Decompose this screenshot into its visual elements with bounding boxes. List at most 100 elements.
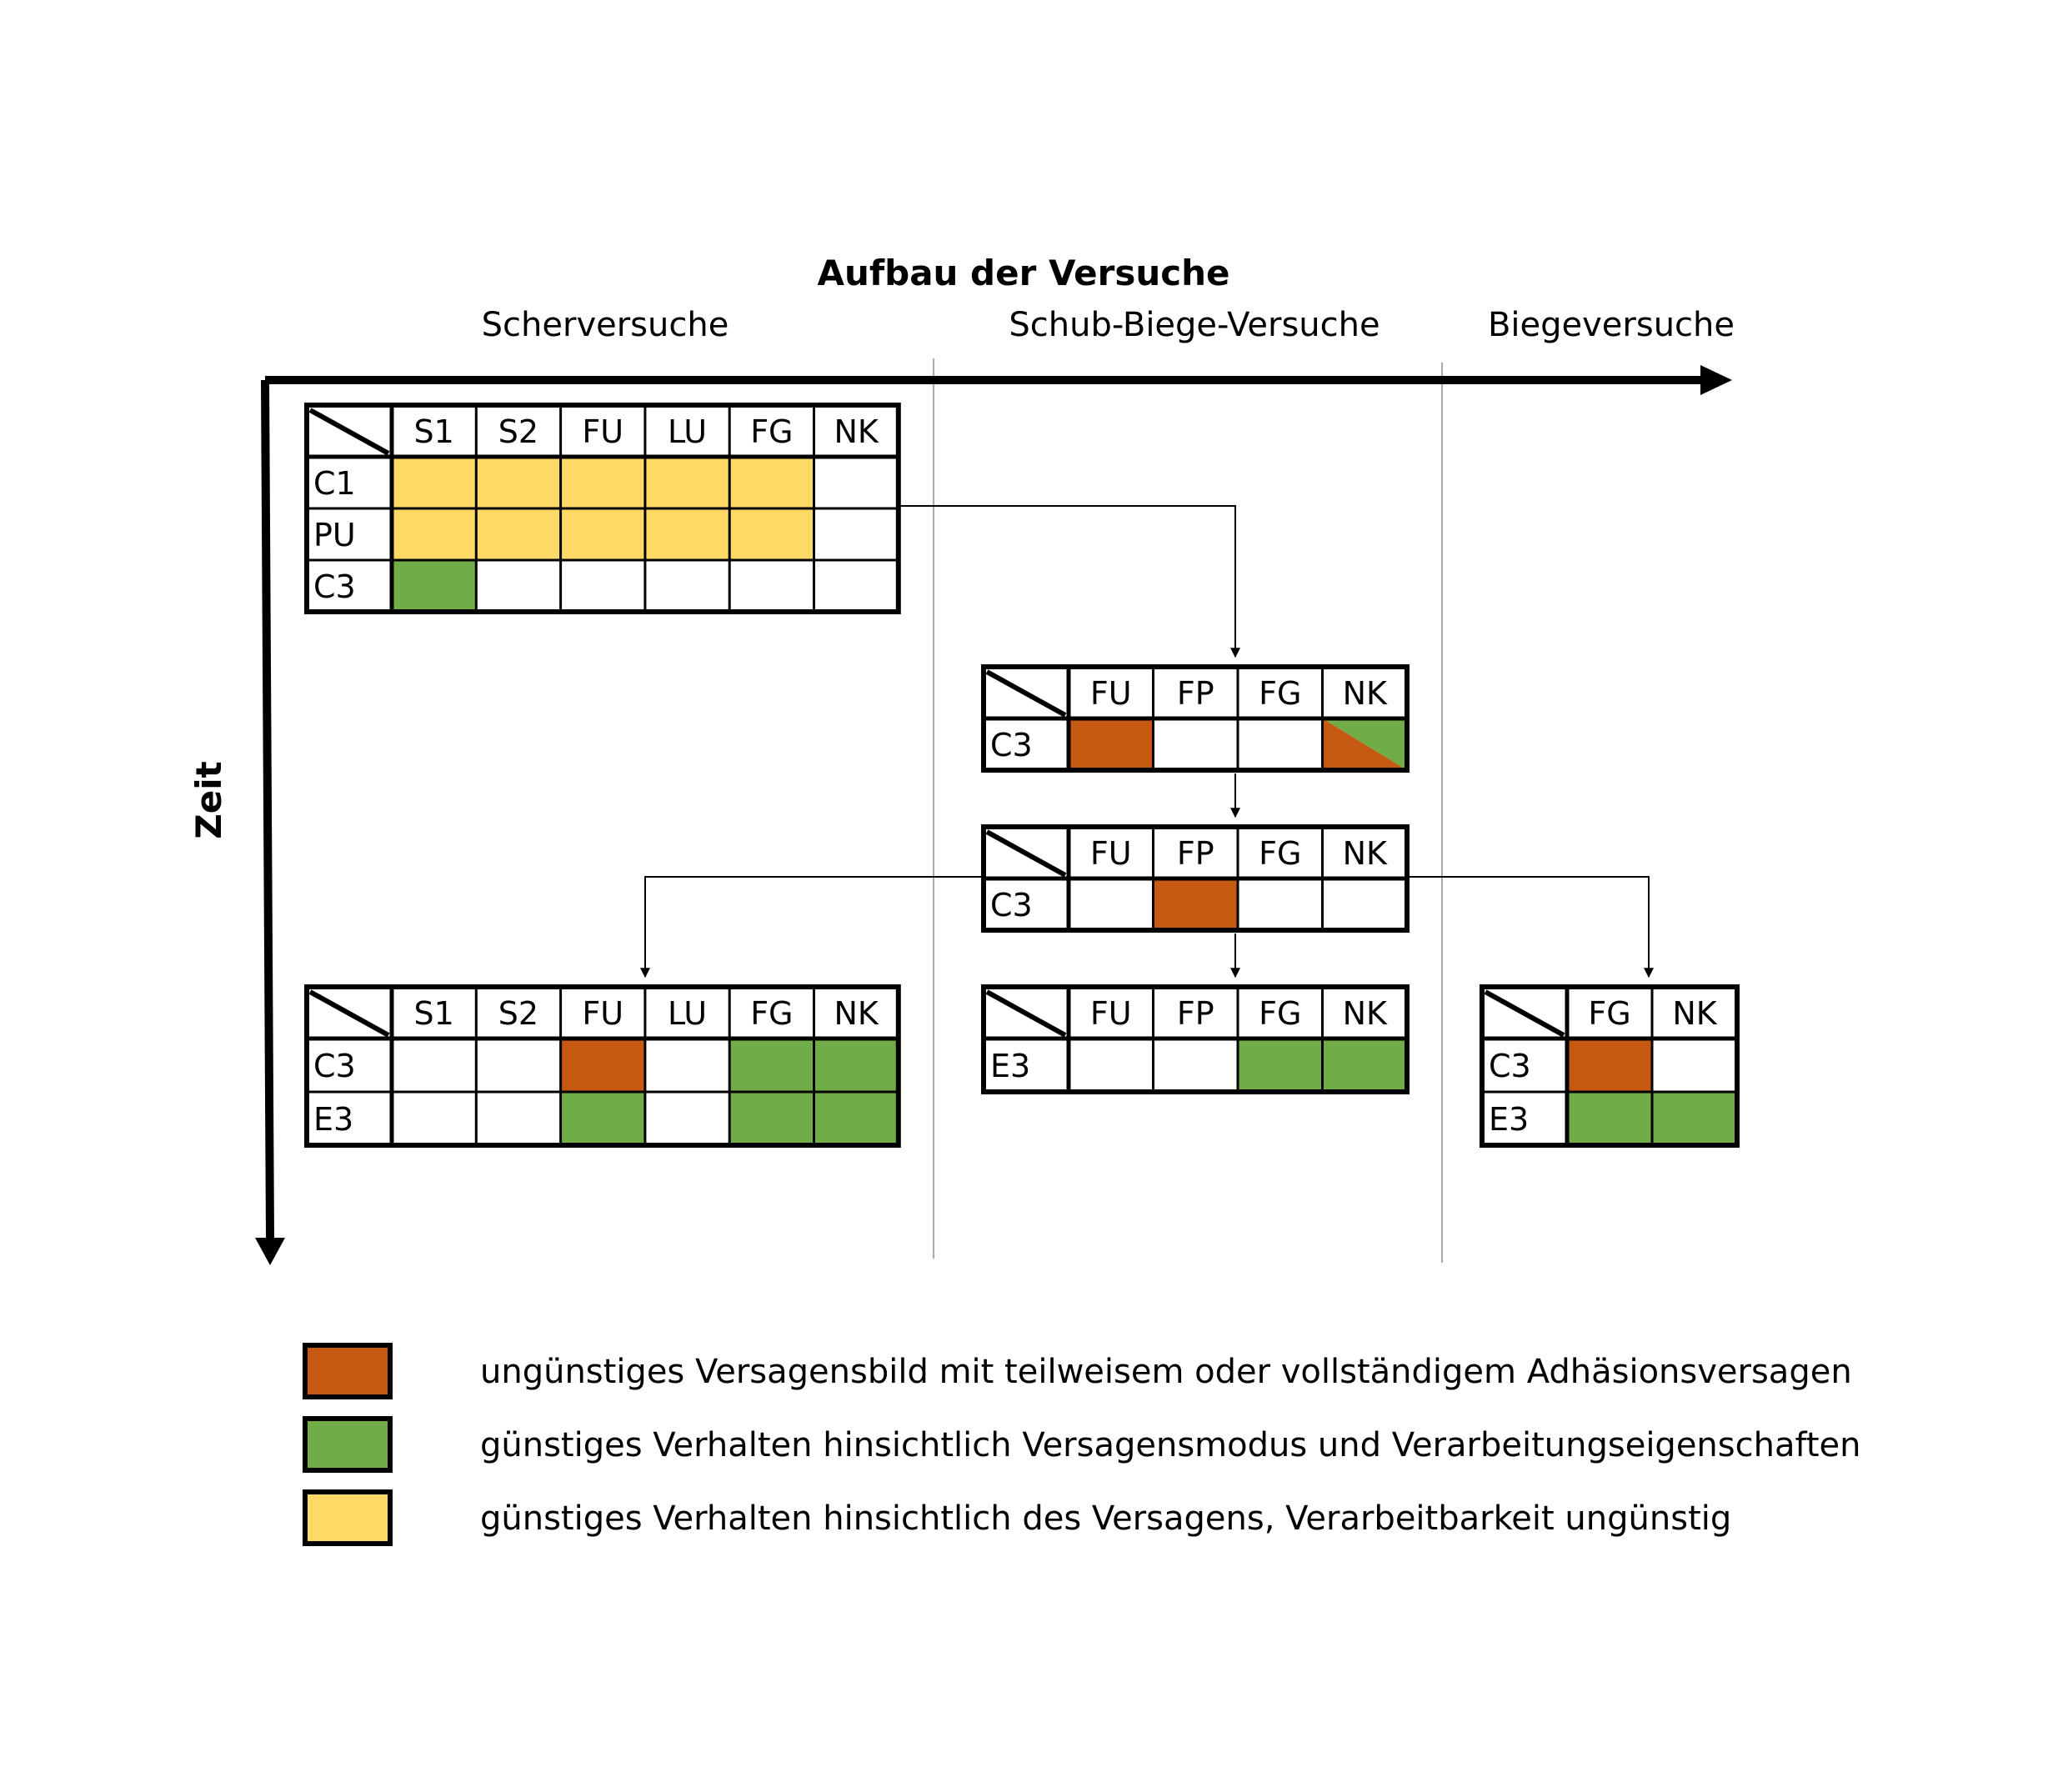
- legend-swatch-yellow: [303, 1489, 393, 1546]
- cell-split-orange: [1322, 718, 1407, 770]
- column-header-fp: FP: [1177, 675, 1214, 712]
- cell-PU-LU: [644, 508, 730, 560]
- cell-E3-NK: [814, 1092, 899, 1145]
- column-header-s1: S1: [413, 413, 453, 450]
- section-label-shear-bending: Schub-Biege-Versuche: [1009, 306, 1380, 344]
- column-header-nk: NK: [1343, 995, 1388, 1032]
- cell-C3-LU: [644, 560, 730, 612]
- column-header-fg: FG: [1259, 835, 1301, 872]
- legend-item: günstiges Verhalten hinsichtlich des Ver…: [303, 1489, 1731, 1546]
- column-header-fu: FU: [1090, 995, 1132, 1032]
- shear-table-2: S1 S2 FU LU FG NK C3 E3: [304, 984, 901, 1148]
- cell-E3-LU: [644, 1092, 730, 1145]
- corner-diagonal: [985, 989, 1067, 1038]
- cell-C1-NK: [814, 457, 899, 508]
- corner-diagonal: [985, 669, 1067, 718]
- cell-C3-NK: [814, 1039, 899, 1092]
- diagram-title: Aufbau der Versuche: [817, 253, 1229, 293]
- cell-C3-NK: [814, 560, 899, 612]
- cell-E3-FG: [1567, 1092, 1652, 1145]
- column-header-s2: S2: [498, 995, 538, 1032]
- column-header-lu: LU: [668, 995, 707, 1032]
- cell-C1-S2: [476, 457, 561, 508]
- cell-C3-S2: [476, 560, 561, 612]
- row-label-e3: E3: [313, 1101, 353, 1138]
- row-label-c3: C3: [990, 887, 1033, 924]
- column-header-fg: FG: [1588, 995, 1630, 1032]
- column-header-fu: FU: [1090, 675, 1132, 712]
- cell-C1-LU: [644, 457, 730, 508]
- row-label-c3: C3: [313, 1048, 356, 1084]
- connectors: [640, 505, 1654, 979]
- column-header-fu: FU: [582, 413, 623, 450]
- corner-diagonal: [1484, 989, 1565, 1038]
- cell-C1-FG: [729, 457, 814, 508]
- connector-sb2-to-bending: [1405, 876, 1654, 979]
- row-label-c3: C3: [313, 568, 356, 605]
- cell-C3-FP: [1153, 878, 1238, 930]
- row-label-c3: C3: [990, 727, 1033, 763]
- corner-diagonal: [308, 408, 390, 456]
- cell-E3-NK: [1652, 1092, 1737, 1145]
- column-header-nk: NK: [834, 413, 879, 450]
- corner-diagonal: [308, 989, 390, 1038]
- cell-E3-FU: [1069, 1039, 1154, 1092]
- cell-C3-FG: [1238, 718, 1323, 770]
- legend-swatch-green: [303, 1416, 393, 1473]
- vertical-axis-arrowhead: [255, 1238, 285, 1265]
- column-header-fu: FU: [1090, 835, 1132, 872]
- cell-PU-S1: [392, 508, 477, 560]
- column-header-nk: NK: [1343, 675, 1388, 712]
- column-header-fg: FG: [1259, 675, 1301, 712]
- cell-C3-FP: [1153, 718, 1238, 770]
- cell-E3-FP: [1153, 1039, 1238, 1092]
- cell-E3-S2: [476, 1092, 561, 1145]
- row-label-e3: E3: [990, 1048, 1030, 1084]
- column-header-s1: S1: [413, 995, 453, 1032]
- cell-PU-NK: [814, 508, 899, 560]
- cell-E3-FG: [729, 1092, 814, 1145]
- cell-PU-S2: [476, 508, 561, 560]
- row-label-e3: E3: [1489, 1101, 1529, 1138]
- cell-C1-S1: [392, 457, 477, 508]
- legend-text: günstiges Verhalten hinsichtlich des Ver…: [480, 1499, 1731, 1538]
- cell-C3-LU: [644, 1039, 730, 1092]
- legend: ungünstiges Versagensbild mit teilweisem…: [303, 1343, 1861, 1546]
- table-border: [981, 824, 1410, 933]
- table-border: [981, 664, 1410, 773]
- cell-C3-FU: [1069, 878, 1154, 930]
- column-header-fg: FG: [750, 413, 793, 450]
- cell-C3-NK: [1322, 878, 1407, 930]
- column-header-nk: NK: [1672, 995, 1717, 1032]
- cell-split-NK: [1322, 718, 1407, 770]
- cell-C3-S1: [392, 1039, 477, 1092]
- bending-table-1: FG NK C3 E3: [1480, 984, 1740, 1148]
- table-border: [304, 984, 901, 1148]
- cell-E3-FG: [1238, 1039, 1323, 1092]
- legend-item: günstiges Verhalten hinsichtlich Versage…: [303, 1416, 1861, 1473]
- table-border: [981, 984, 1410, 1094]
- cell-C3-FU: [1069, 718, 1154, 770]
- legend-item: ungünstiges Versagensbild mit teilweisem…: [303, 1343, 1852, 1399]
- legend-text: ungünstiges Versagensbild mit teilweisem…: [480, 1353, 1852, 1391]
- time-axis-label: Zeit: [188, 761, 229, 838]
- row-label-c3: C3: [1489, 1048, 1531, 1084]
- section-label-shear: Scherversuche: [482, 306, 729, 344]
- column-header-lu: LU: [668, 413, 707, 450]
- cell-E3-FU: [560, 1092, 645, 1145]
- shear-bending-table-1: FU FP FG NK C3: [981, 664, 1410, 773]
- cell-C3-FG: [729, 1039, 814, 1092]
- legend-swatch-orange: [303, 1343, 393, 1399]
- column-header-fg: FG: [750, 995, 793, 1032]
- cell-C3-FU: [560, 1039, 645, 1092]
- shear-bending-table-3: FU FP FG NK E3: [981, 984, 1410, 1094]
- cell-C3-S2: [476, 1039, 561, 1092]
- horizontal-axis-arrowhead: [1700, 365, 1732, 395]
- cell-PU-FU: [560, 508, 645, 560]
- row-label-c1: C1: [313, 465, 356, 502]
- row-label-pu: PU: [313, 517, 356, 553]
- legend-text: günstiges Verhalten hinsichtlich Versage…: [480, 1426, 1861, 1464]
- cell-C3-FG: [1238, 878, 1323, 930]
- cell-C3-NK: [1652, 1039, 1737, 1092]
